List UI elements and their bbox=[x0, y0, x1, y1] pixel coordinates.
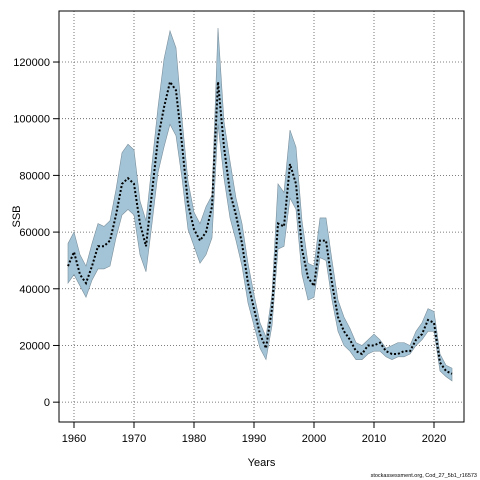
y-tick-label: 60000 bbox=[19, 227, 50, 239]
x-tick-label: 2010 bbox=[362, 433, 386, 445]
x-tick-label: 2000 bbox=[302, 433, 326, 445]
x-axis-title: Years bbox=[248, 457, 276, 469]
x-tick-label: 1970 bbox=[122, 433, 146, 445]
x-axis: 1960 1970 1980 1990 2000 2010 2020 bbox=[62, 422, 446, 445]
ssb-estimate-line bbox=[67, 79, 453, 375]
source-credit: stockassessment.org, Cod_27_5b1_r16573 bbox=[371, 473, 477, 479]
y-axis: 0 20000 40000 60000 80000 100000 120000 bbox=[13, 57, 59, 409]
x-tick-label: 2020 bbox=[422, 433, 446, 445]
plot-frame bbox=[58, 10, 465, 423]
y-tick-label: 40000 bbox=[19, 284, 50, 296]
grid-lines bbox=[59, 11, 464, 422]
y-axis-title: SSB bbox=[11, 205, 23, 227]
confidence-band bbox=[67, 27, 453, 382]
y-tick-label: 20000 bbox=[19, 340, 50, 352]
y-tick-label: 0 bbox=[44, 397, 50, 409]
y-tick-label: 120000 bbox=[13, 57, 50, 69]
x-tick-label: 1990 bbox=[242, 433, 266, 445]
y-tick-label: 80000 bbox=[19, 170, 50, 182]
x-tick-label: 1960 bbox=[62, 433, 86, 445]
y-tick-label: 100000 bbox=[13, 114, 50, 126]
x-tick-label: 1980 bbox=[182, 433, 206, 445]
